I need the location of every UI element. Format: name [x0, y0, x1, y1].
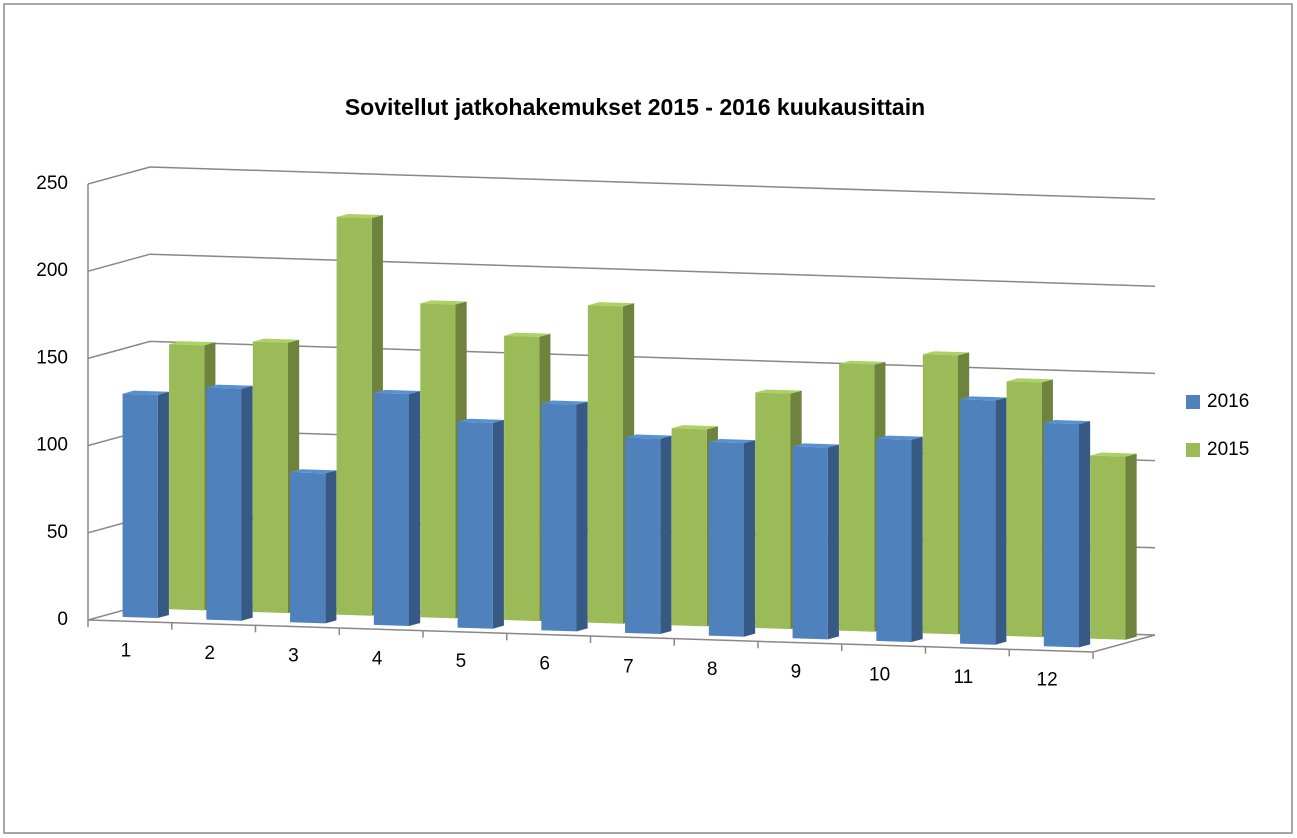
- bar-top: [792, 443, 839, 448]
- bar: [373, 392, 410, 627]
- x-tick-label: 5: [456, 651, 467, 672]
- legend-label: 2016: [1207, 391, 1249, 412]
- bar: [587, 305, 624, 624]
- x-tick-label: 2: [204, 643, 215, 664]
- bar-side: [157, 391, 169, 619]
- grid-line: [87, 340, 1156, 375]
- bar: [457, 421, 493, 629]
- x-tick-label: 8: [707, 659, 718, 680]
- bar-top: [1090, 452, 1137, 457]
- bar-top: [960, 396, 1007, 401]
- x-tick-label: 7: [623, 656, 634, 677]
- bar-side: [409, 391, 421, 627]
- bar-side: [1079, 421, 1091, 648]
- x-tick-label: 4: [372, 648, 383, 669]
- grid-line: [87, 166, 1156, 200]
- bar-top: [625, 434, 672, 439]
- bar-side: [827, 444, 839, 640]
- bar-top: [169, 341, 216, 346]
- x-tick-label: 9: [791, 662, 802, 683]
- bar: [206, 387, 242, 621]
- bar-top: [1006, 378, 1053, 383]
- bar: [625, 437, 661, 635]
- y-tick-label: 150: [36, 347, 68, 368]
- x-tick-label: 3: [288, 646, 299, 667]
- bar-side: [492, 419, 504, 629]
- bar-side: [325, 470, 337, 624]
- bar-side: [744, 440, 756, 637]
- bar-side: [1125, 453, 1137, 640]
- x-tick-label: 12: [1037, 670, 1058, 691]
- bar-side: [241, 385, 253, 621]
- bar: [1090, 455, 1126, 640]
- bar: [122, 393, 158, 619]
- bar-top: [420, 300, 467, 305]
- bar: [1043, 423, 1080, 648]
- bar-top: [671, 425, 718, 430]
- bar-side: [911, 436, 923, 643]
- bar: [252, 341, 289, 614]
- bar-top: [1043, 419, 1091, 425]
- bar-top: [252, 338, 300, 343]
- y-tick-label: 200: [36, 260, 68, 281]
- bar: [708, 442, 745, 637]
- legend-swatch: [1186, 395, 1200, 409]
- bar: [671, 428, 707, 627]
- grid-line: [87, 253, 1156, 287]
- bar: [336, 217, 372, 616]
- bar-top: [457, 418, 504, 423]
- bar-side: [576, 401, 588, 632]
- bar-top: [206, 384, 253, 389]
- legend-label: 2015: [1207, 439, 1249, 460]
- bar-top: [876, 435, 923, 440]
- bar: [876, 438, 912, 643]
- bar: [169, 344, 205, 611]
- bar-top: [290, 469, 337, 474]
- bar: [960, 399, 996, 645]
- legend-swatch: [1186, 443, 1200, 457]
- bar: [792, 446, 828, 640]
- bar: [541, 403, 577, 632]
- bar-top: [504, 332, 551, 337]
- bar: [922, 354, 959, 635]
- bar-top: [336, 213, 383, 219]
- bar-side: [660, 435, 672, 635]
- chart-title: Sovitellut jatkohakemukset 2015 - 2016 k…: [345, 94, 925, 120]
- bar: [290, 472, 326, 624]
- x-tick-label: 1: [121, 640, 132, 661]
- bar-top: [122, 390, 169, 395]
- bar: [755, 392, 791, 630]
- bar: [839, 363, 875, 632]
- bar: [420, 303, 456, 619]
- y-tick-label: 0: [57, 609, 68, 630]
- bar: [504, 335, 540, 622]
- x-tick-label: 6: [539, 654, 550, 675]
- bar-top: [839, 360, 886, 365]
- x-tick-label: 10: [869, 664, 890, 685]
- bar: [1006, 381, 1042, 638]
- bar-top: [708, 438, 756, 444]
- y-tick-label: 100: [36, 435, 68, 456]
- y-tick-label: 50: [47, 522, 68, 543]
- bar-top: [922, 351, 970, 356]
- bar-top: [541, 400, 588, 405]
- x-tick-label: 11: [954, 667, 974, 688]
- bar-side: [995, 397, 1007, 645]
- bar-top: [755, 389, 802, 394]
- y-tick-label: 250: [36, 173, 68, 194]
- bar-top: [587, 302, 635, 307]
- bar-top: [373, 389, 421, 395]
